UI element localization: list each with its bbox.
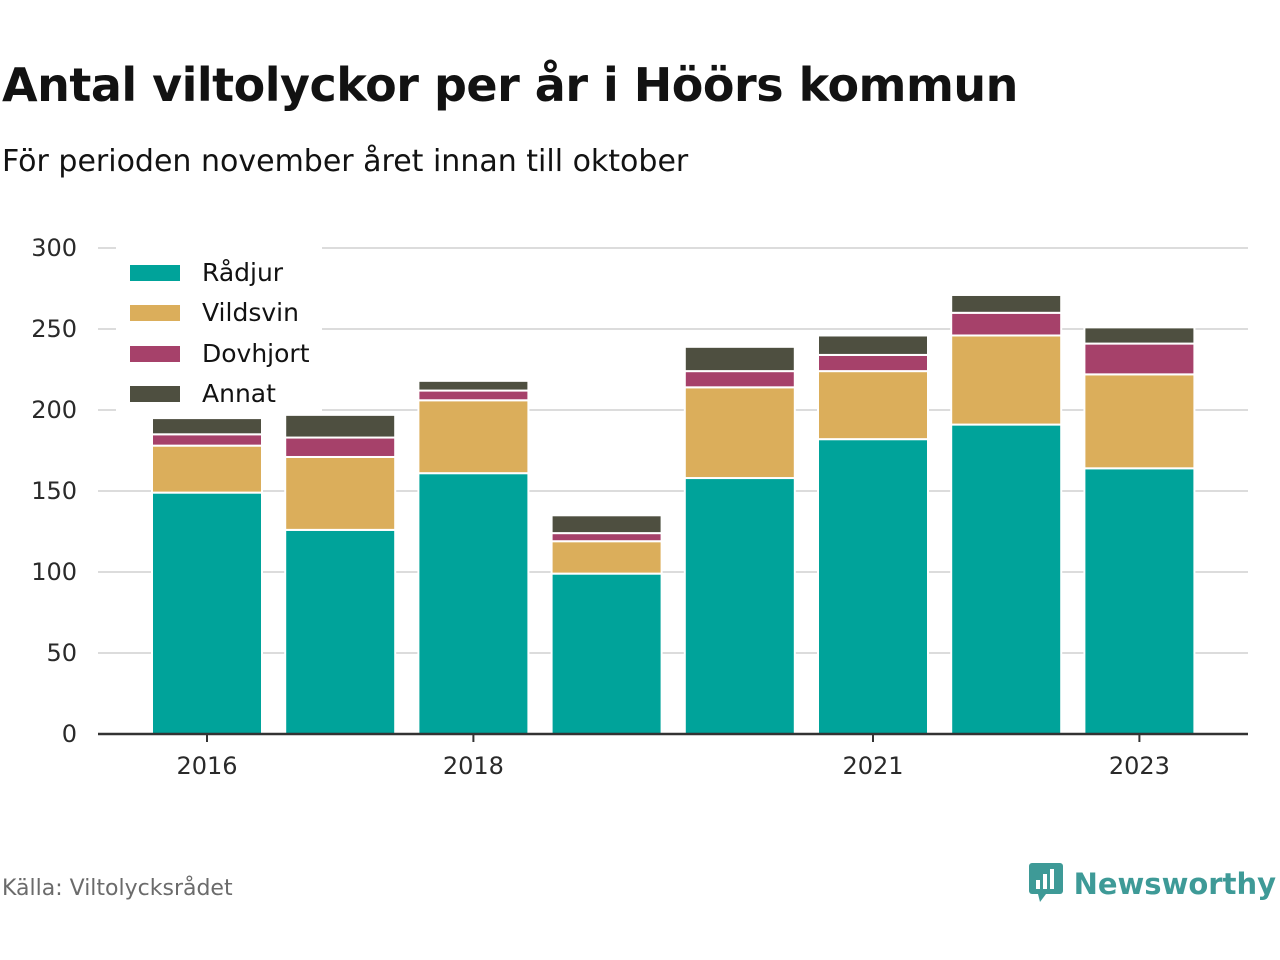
x-tick-label: 2018 (443, 752, 504, 780)
bar-segment-dovhjort (950, 311, 1063, 337)
bar-segment-rådjur (817, 438, 929, 735)
bar-segment-rådjur (1083, 467, 1196, 735)
bar-segment-rådjur (151, 491, 263, 735)
legend-item-annat: Annat (130, 379, 276, 408)
legend-label: Dovhjort (202, 339, 310, 368)
bar-stack-2022 (950, 293, 1063, 735)
y-tick-label: 250 (31, 315, 77, 343)
x-tick-label: 2016 (176, 752, 237, 780)
bar-segment-dovhjort (683, 370, 796, 389)
bar-segment-dovhjort (550, 532, 663, 543)
newsworthy-brand: Newsworthy (1028, 860, 1276, 908)
legend-label: Vildsvin (202, 298, 299, 327)
bar-segment-rådjur (683, 477, 796, 736)
bar-segment-dovhjort (417, 389, 530, 402)
x-tick-label: 2021 (842, 752, 903, 780)
bar-segment-rådjur (284, 528, 397, 735)
bar-segment-dovhjort (284, 436, 397, 458)
bar-stack-2020 (683, 345, 796, 736)
bar-segment-vildsvin (151, 444, 263, 494)
legend-swatch (130, 345, 180, 362)
y-tick-label: 50 (46, 639, 77, 667)
bar-stack-2023 (1083, 326, 1196, 735)
x-axis-tick-labels: 2016 2018 2021 2023 (176, 734, 1170, 780)
bar-stack-2018 (417, 379, 530, 735)
y-tick-label: 150 (31, 477, 77, 505)
bar-stack-2021 (817, 334, 929, 735)
legend-item-dovhjort: Dovhjort (130, 339, 310, 368)
bar-segment-dovhjort (151, 433, 263, 447)
bar-segment-vildsvin (1083, 373, 1196, 470)
source-note: Källa: Viltolycksrådet (2, 876, 233, 901)
chart-legend: Rådjur Vildsvin Dovhjort Annat (116, 246, 322, 412)
bar-segment-annat (950, 293, 1063, 314)
bar-segment-annat (683, 345, 796, 373)
bars (151, 293, 1196, 736)
chart-title: Antal viltolyckor per år i Höörs kommun (2, 58, 1018, 112)
legend-swatch (130, 385, 180, 402)
bar-segment-dovhjort (817, 353, 929, 373)
x-tick-label: 2023 (1109, 752, 1170, 780)
bar-stack-2019 (550, 514, 663, 735)
newsworthy-logo-icon (1028, 860, 1064, 908)
bar-stack-2016 (151, 417, 263, 735)
y-tick-label: 0 (62, 720, 77, 748)
bar-segment-rådjur (550, 572, 663, 735)
bar-segment-annat (550, 514, 663, 535)
bar-segment-annat (284, 413, 397, 439)
bar-segment-rådjur (417, 472, 530, 735)
legend-label: Rådjur (202, 258, 284, 287)
legend-swatch (130, 264, 180, 281)
bar-segment-dovhjort (1083, 342, 1196, 376)
bar-segment-vildsvin (683, 386, 796, 480)
bar-segment-annat (817, 334, 929, 356)
bar-stack-2017 (284, 413, 397, 735)
legend-swatch (130, 304, 180, 321)
legend-item-vildsvin: Vildsvin (130, 298, 299, 327)
bar-segment-vildsvin (817, 370, 929, 441)
bar-segment-rådjur (950, 423, 1063, 735)
legend-label: Annat (202, 379, 276, 408)
bar-segment-annat (151, 417, 263, 436)
y-tick-label: 100 (31, 558, 77, 586)
bar-segment-vildsvin (950, 334, 1063, 426)
y-tick-label: 300 (31, 234, 77, 262)
bar-segment-annat (417, 379, 530, 392)
bar-segment-annat (1083, 326, 1196, 345)
legend-item-radjur: Rådjur (130, 258, 283, 287)
chart-subtitle: För perioden november året innan till ok… (2, 144, 689, 179)
brand-name: Newsworthy (1073, 867, 1276, 901)
bar-segment-vildsvin (284, 455, 397, 531)
bar-segment-vildsvin (550, 540, 663, 575)
bar-segment-vildsvin (417, 399, 530, 475)
y-axis-tick-labels: 0 50 100 150 200 250 300 (31, 234, 77, 748)
y-tick-label: 200 (31, 396, 77, 424)
